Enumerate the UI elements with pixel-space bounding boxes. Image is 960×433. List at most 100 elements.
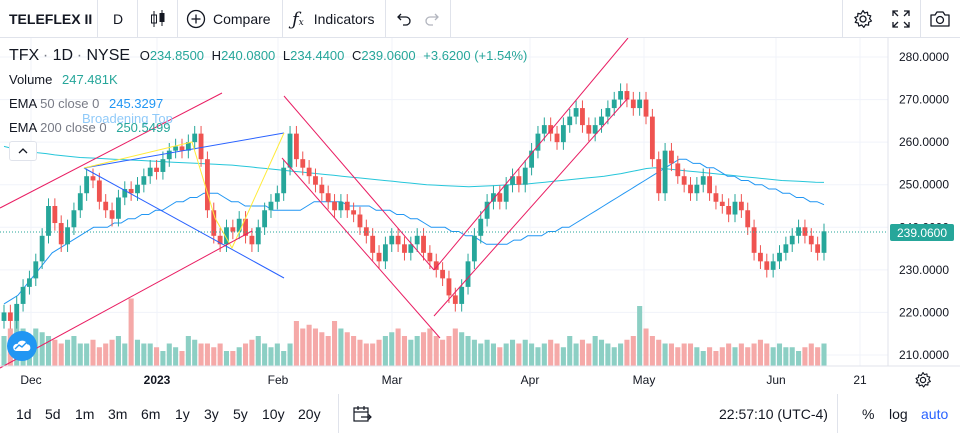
zigzag-line[interactable] bbox=[83, 132, 285, 250]
candle-body bbox=[281, 167, 287, 194]
volume-bar bbox=[160, 351, 166, 366]
volume-bar bbox=[58, 343, 64, 366]
candle-body bbox=[243, 218, 248, 236]
volume-bar bbox=[306, 324, 312, 366]
chart-type-button[interactable] bbox=[150, 0, 166, 38]
candle-body bbox=[732, 201, 738, 215]
divider bbox=[282, 0, 283, 38]
interval-button[interactable]: D bbox=[113, 0, 123, 38]
compare-button[interactable]: Compare bbox=[186, 0, 271, 38]
channel-line[interactable] bbox=[433, 38, 629, 271]
candle-body bbox=[204, 159, 210, 211]
legend-ema200[interactable]: EMA 200 close 0 250.5499 bbox=[9, 120, 170, 135]
legend-ema50[interactable]: EMA 50 close 0 245.3297 bbox=[9, 96, 163, 111]
drawings[interactable] bbox=[0, 38, 629, 369]
channel-line[interactable] bbox=[0, 92, 223, 209]
candle-body bbox=[52, 206, 58, 224]
volume-bar bbox=[598, 339, 605, 366]
pattern-line[interactable] bbox=[83, 132, 285, 169]
candle-body bbox=[815, 244, 821, 253]
range-button-3y[interactable]: 3y bbox=[204, 405, 219, 422]
y-tick-label: 270.0000 bbox=[899, 93, 949, 107]
candle-body bbox=[103, 201, 109, 211]
candle-body bbox=[198, 133, 204, 160]
candle-body bbox=[306, 167, 312, 177]
range-button-6m[interactable]: 6m bbox=[141, 405, 161, 422]
function-icon: ƒx bbox=[292, 8, 304, 30]
redo-button[interactable] bbox=[424, 0, 440, 38]
volume-bar bbox=[243, 343, 249, 366]
ema200-label: EMA bbox=[9, 120, 37, 135]
open-value: 234.8500 bbox=[149, 48, 205, 63]
time-axis-settings-button[interactable] bbox=[914, 371, 932, 394]
candle-body bbox=[325, 193, 331, 202]
symbol-search[interactable]: TELEFLEX II bbox=[9, 0, 92, 38]
volume-bar bbox=[166, 343, 172, 366]
volume-bar bbox=[204, 343, 210, 366]
last-price-label-bg bbox=[890, 224, 954, 241]
candle-body bbox=[554, 133, 560, 143]
range-button-3m[interactable]: 3m bbox=[108, 405, 128, 422]
volume-bar bbox=[274, 343, 280, 366]
candle-body bbox=[58, 223, 64, 245]
candle-body bbox=[713, 193, 719, 202]
volume-bar bbox=[312, 328, 319, 366]
settings-button[interactable] bbox=[853, 0, 873, 38]
price-axis[interactable]: 280.0000270.0000260.0000250.0000240.0000… bbox=[899, 50, 949, 362]
volume-bar bbox=[134, 339, 141, 366]
auto-scale-toggle[interactable]: auto bbox=[921, 394, 948, 433]
undo-button[interactable] bbox=[396, 0, 412, 38]
candle-body bbox=[65, 227, 70, 245]
indicators-button[interactable]: ƒx Indicators bbox=[292, 0, 374, 38]
candle-body bbox=[471, 235, 477, 262]
screenshot-button[interactable] bbox=[929, 0, 951, 38]
range-button-5d[interactable]: 5d bbox=[45, 405, 61, 422]
range-button-1y[interactable]: 1y bbox=[175, 405, 190, 422]
channel-line[interactable] bbox=[283, 95, 435, 271]
candle-body bbox=[116, 197, 121, 219]
ema50-line bbox=[3, 158, 825, 305]
volume-bar bbox=[319, 332, 325, 366]
candle-body bbox=[783, 244, 789, 253]
volume-bar bbox=[503, 343, 509, 366]
volume-bar bbox=[592, 336, 598, 366]
close-label: C bbox=[352, 48, 362, 63]
volume-bar bbox=[681, 343, 687, 366]
range-button-1m[interactable]: 1m bbox=[75, 405, 95, 422]
volume-bar bbox=[39, 332, 45, 366]
candle-body bbox=[529, 150, 535, 168]
collapse-legend-button[interactable] bbox=[9, 141, 37, 161]
clock-time[interactable]: 22:57:10 (UTC-4) bbox=[719, 394, 828, 433]
candle-body bbox=[90, 176, 96, 181]
gear-icon bbox=[915, 371, 931, 388]
brand-logo[interactable] bbox=[7, 331, 37, 361]
fullscreen-button[interactable] bbox=[892, 0, 910, 38]
volume-bar bbox=[90, 339, 96, 366]
range-button-5y[interactable]: 5y bbox=[233, 405, 248, 422]
range-button-1d[interactable]: 1d bbox=[16, 405, 32, 422]
volume-bar bbox=[122, 343, 128, 366]
percent-scale-toggle[interactable]: % bbox=[862, 394, 874, 433]
candle-body bbox=[313, 176, 318, 185]
range-button-10y[interactable]: 10y bbox=[262, 405, 285, 422]
volume-bar bbox=[249, 339, 255, 366]
candle-body bbox=[510, 176, 515, 185]
pattern-line[interactable] bbox=[83, 167, 285, 279]
divider bbox=[177, 0, 178, 38]
chart-area[interactable]: 280.0000270.0000260.0000250.0000240.0000… bbox=[0, 38, 960, 394]
date-range-button[interactable] bbox=[352, 394, 372, 433]
price-chart[interactable]: 280.0000270.0000260.0000250.0000240.0000… bbox=[0, 38, 960, 394]
channel-line[interactable] bbox=[0, 230, 253, 369]
volume-bar bbox=[414, 336, 420, 366]
volume-bar bbox=[71, 336, 77, 366]
volume-bar bbox=[230, 351, 236, 366]
log-scale-toggle[interactable]: log bbox=[889, 394, 908, 433]
channel-line[interactable] bbox=[281, 157, 441, 339]
legend-volume[interactable]: Volume 247.481K bbox=[9, 72, 118, 87]
candle-body bbox=[274, 193, 280, 202]
annotation-label[interactable]: Broadening Top bbox=[82, 111, 173, 126]
candle-body bbox=[7, 312, 13, 321]
range-button-20y[interactable]: 20y bbox=[298, 405, 321, 422]
channel-line[interactable] bbox=[433, 97, 629, 317]
time-axis[interactable]: Dec 2023 Feb Mar Apr May Jun 21 bbox=[20, 373, 867, 387]
